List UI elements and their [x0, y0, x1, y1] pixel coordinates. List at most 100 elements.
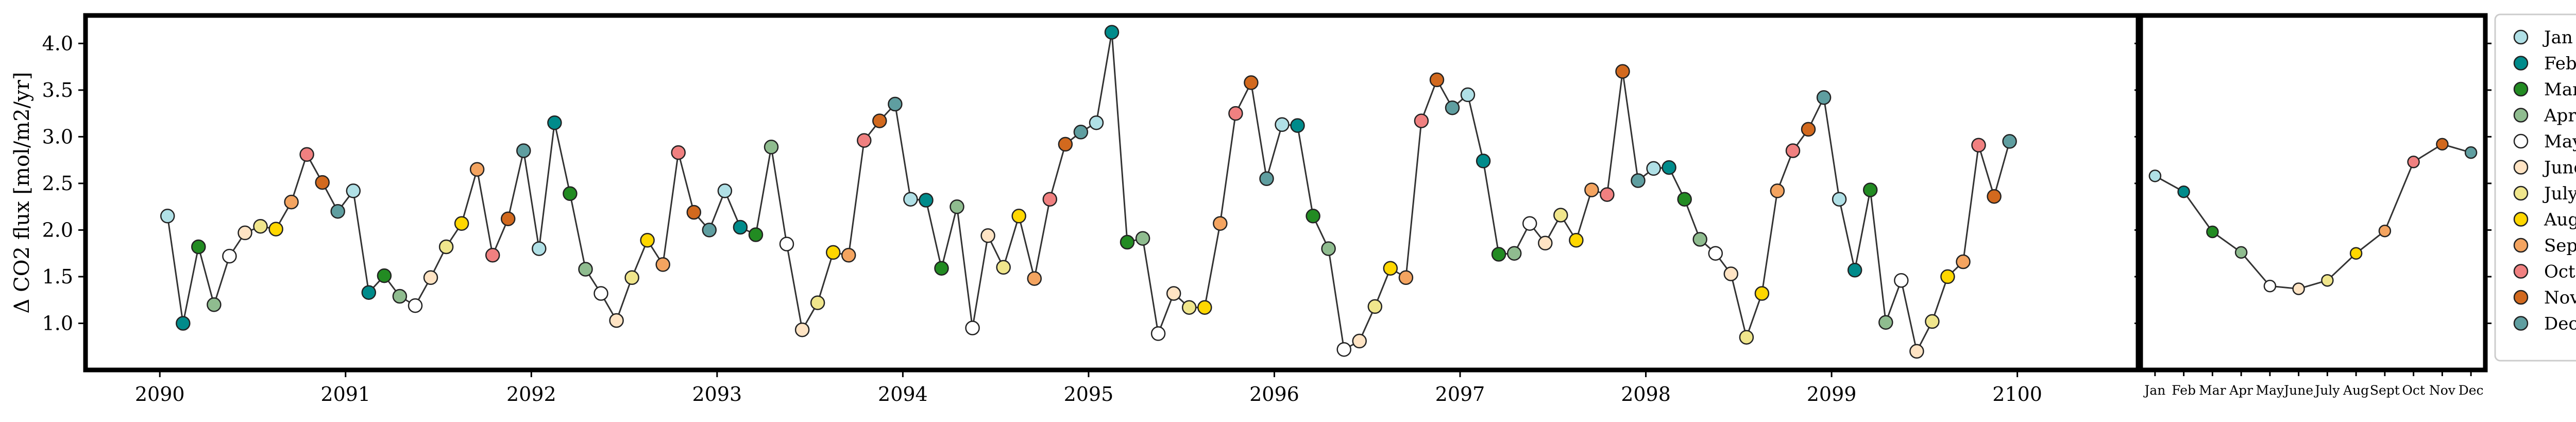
- point-july: [624, 270, 639, 285]
- timeseries-line: [166, 32, 2011, 354]
- point-mar: [1491, 247, 1506, 262]
- point-sept: [1770, 183, 1785, 198]
- point-june: [1909, 344, 1924, 359]
- point-jan: [1832, 192, 1847, 207]
- monthly-climatology-panel: Jan Feb Mar Apr May June July Aug Sept Oct Nov Dec: [2134, 13, 2492, 398]
- point-may: [779, 237, 794, 251]
- point-dec: [516, 143, 531, 158]
- legend-marker-aug: [2513, 212, 2529, 227]
- point-sept: [1584, 182, 1599, 197]
- point-jan: [1646, 161, 1661, 176]
- point-feb: [1290, 118, 1305, 133]
- point-apr: [764, 140, 779, 155]
- point-oct: [1042, 192, 1058, 207]
- climatology-x-tick-label: Feb: [2172, 383, 2196, 398]
- climatology-x-tick-label: Aug: [2343, 383, 2369, 398]
- legend-label-june: June: [2543, 158, 2576, 178]
- legend-marker-apr: [2513, 108, 2529, 123]
- climatology-x-tick-label: Dec: [2459, 383, 2484, 398]
- point-jan: [1089, 115, 1104, 130]
- point-nov: [1429, 72, 1445, 88]
- legend-label-apr: Apr: [2544, 106, 2576, 126]
- legend-marker-oct: [2513, 264, 2529, 279]
- point-aug: [1569, 233, 1584, 248]
- legend-marker-june: [2513, 160, 2529, 175]
- point-jan: [532, 241, 547, 256]
- point-sept: [841, 248, 856, 263]
- point-oct: [1228, 106, 1243, 121]
- x-tick-label: 2100: [1992, 383, 2042, 406]
- climatology-y-axis: [2134, 42, 2492, 324]
- y-tick-label: 1.0: [42, 312, 73, 334]
- point-may: [222, 248, 237, 264]
- climatology-axes-frame: [2138, 13, 2488, 373]
- climatology-x-axis: Jan Feb Mar Apr May June July Aug Sept Oct Nov Dec: [2143, 370, 2484, 398]
- point-aug: [1754, 286, 1770, 301]
- point-nov: [500, 211, 516, 226]
- climatology-point-oct: [2407, 156, 2420, 168]
- main-timeseries-panel: 2090 2091 2092 2093 2094 2095 2096 2097 2098 2099…: [10, 13, 2141, 406]
- point-dec: [1631, 173, 1646, 188]
- point-june: [238, 225, 252, 241]
- y-tick-label: 4.0: [42, 32, 73, 55]
- point-may: [594, 286, 608, 301]
- point-sept: [1956, 254, 1971, 269]
- legend-label-aug: Aug: [2544, 210, 2576, 230]
- point-nov: [872, 113, 887, 128]
- point-sept: [1398, 270, 1414, 285]
- point-mar: [377, 268, 392, 283]
- climatology-x-tick-label: Mar: [2199, 383, 2226, 398]
- y-axis-label: Δ CO2 flux [mol/m2/yr]: [10, 72, 34, 314]
- point-june: [1723, 266, 1739, 281]
- climatology-x-tick-label: Apr: [2229, 383, 2253, 398]
- point-oct: [1414, 113, 1429, 128]
- climatology-point-aug: [2349, 247, 2363, 260]
- main-x-axis: 2090 2091 2092 2093 2094 2095 2096 2097 2098 2099…: [135, 370, 2042, 406]
- climatology-x-tick-label: May: [2256, 383, 2285, 398]
- point-may: [1150, 326, 1166, 341]
- point-dec: [888, 96, 903, 112]
- point-july: [996, 260, 1011, 275]
- climatology-point-feb: [2177, 185, 2190, 198]
- point-sept: [1027, 271, 1042, 286]
- x-tick-label: 2090: [135, 383, 185, 406]
- climatology-x-tick-label: Jan: [2143, 383, 2165, 398]
- point-nov: [1244, 75, 1259, 90]
- legend-marker-july: [2513, 185, 2529, 201]
- legend-marker-feb: [2513, 56, 2529, 71]
- point-may: [1708, 246, 1723, 261]
- point-july: [1181, 300, 1197, 315]
- x-tick-label: 2099: [1807, 383, 1857, 406]
- legend-marker-dec: [2513, 316, 2529, 331]
- y-tick-label: 3.5: [42, 79, 73, 102]
- climatology-series: [2148, 138, 2478, 295]
- point-oct: [1785, 143, 1801, 158]
- point-may: [1894, 273, 1909, 288]
- x-tick-label: 2098: [1621, 383, 1671, 406]
- point-june: [609, 313, 624, 328]
- point-mar: [934, 261, 949, 276]
- point-dec: [1445, 100, 1460, 115]
- point-aug: [454, 216, 469, 231]
- x-tick-label: 2093: [692, 383, 742, 406]
- point-july: [1553, 208, 1568, 223]
- point-aug: [1197, 300, 1212, 315]
- point-apr: [578, 262, 593, 277]
- legend-label-feb: Feb: [2544, 54, 2576, 74]
- point-nov: [1615, 64, 1630, 79]
- point-june: [1166, 286, 1181, 301]
- point-nov: [1058, 137, 1073, 152]
- point-apr: [950, 199, 964, 214]
- legend-label-july: July: [2543, 183, 2576, 204]
- point-oct: [1971, 138, 1986, 153]
- point-dec: [330, 204, 345, 219]
- timeseries-series: [160, 25, 2017, 359]
- point-oct: [671, 145, 686, 160]
- point-jan: [160, 209, 175, 224]
- point-sept: [1213, 216, 1228, 231]
- point-feb: [1104, 25, 1120, 40]
- point-apr: [1321, 241, 1336, 256]
- point-june: [1538, 235, 1553, 251]
- point-nov: [1801, 122, 1816, 137]
- month-legend: Jan Feb Mar Apr May June July Aug Sept Oct Nov Dec: [2494, 13, 2576, 362]
